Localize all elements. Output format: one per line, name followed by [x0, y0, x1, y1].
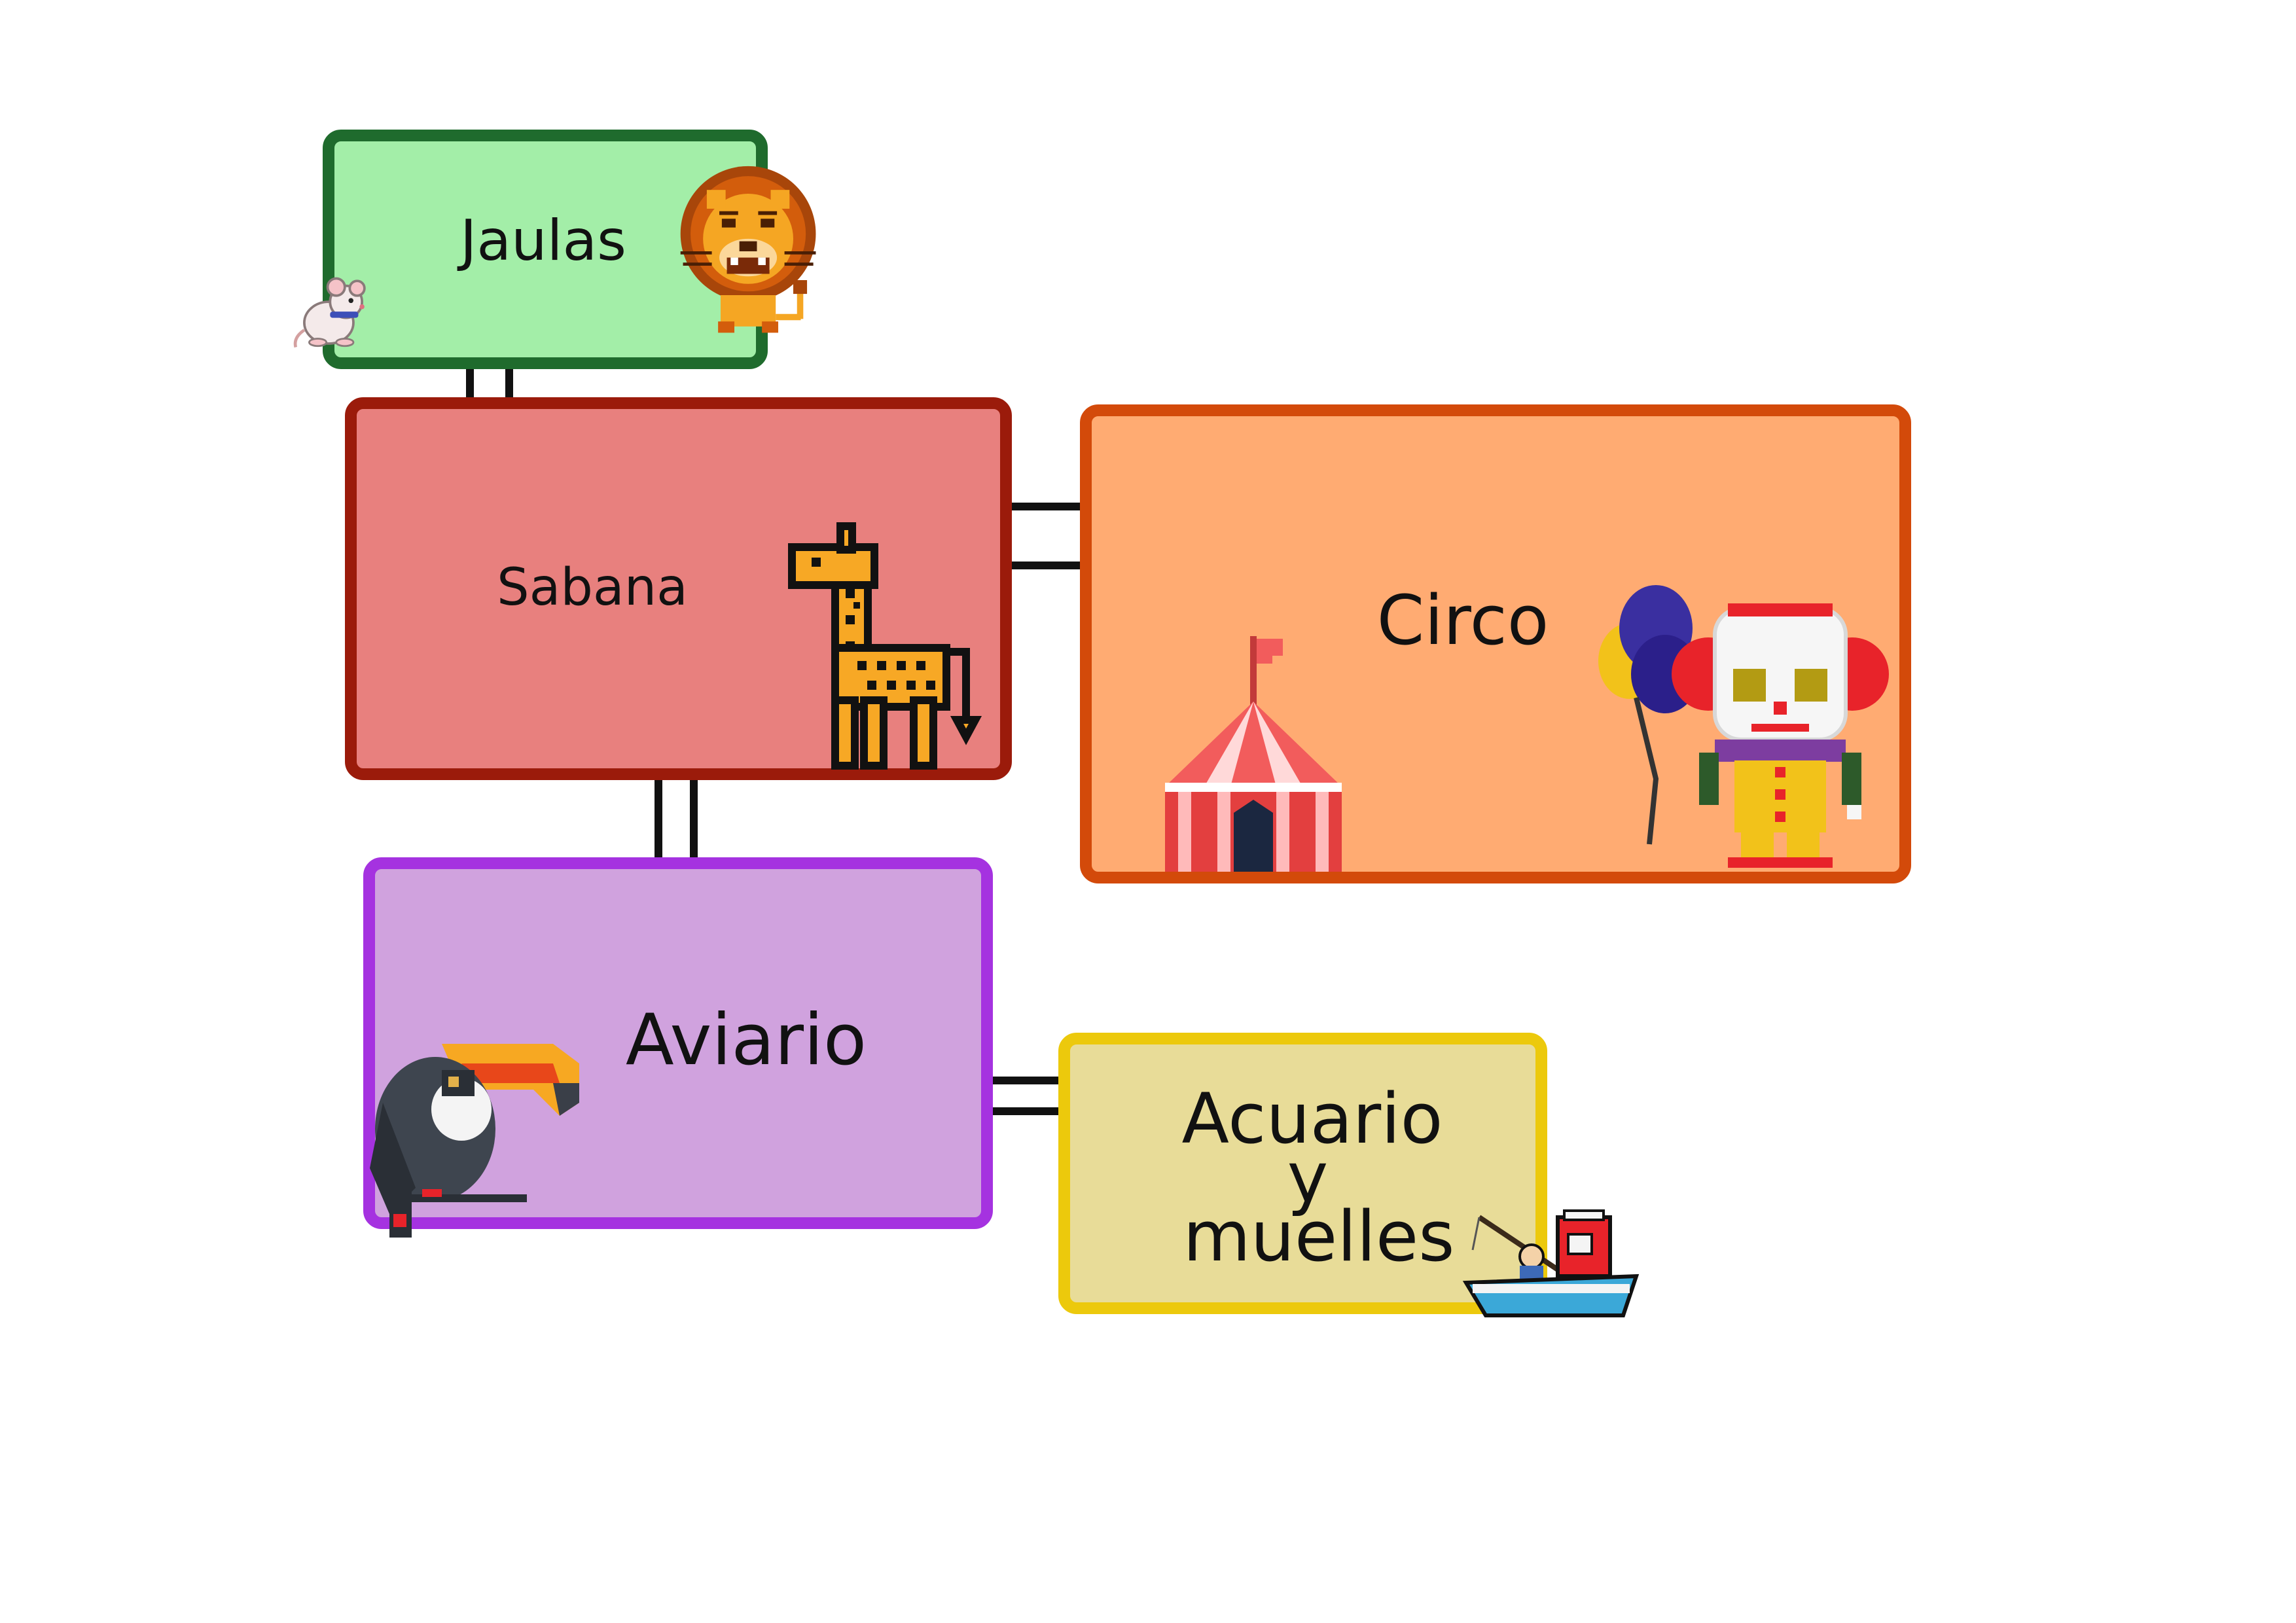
fishing-boat-icon [1462, 1209, 1640, 1317]
zone-acuario[interactable] [1058, 1033, 1547, 1314]
zone-sabana-label: Sabana [497, 558, 688, 617]
clown-icon [1672, 603, 1889, 868]
zone-acuario-label-line2: y [1287, 1137, 1329, 1218]
circus-tent-icon [1165, 636, 1342, 872]
zone-jaulas-label: Jaulas [460, 208, 626, 274]
zone-acuario-label-line3: muelles [1183, 1196, 1455, 1277]
mouse-icon [293, 277, 366, 348]
giraffe-icon [788, 522, 982, 770]
lion-icon [680, 166, 816, 333]
zone-acuario-label-line1: Acuario [1181, 1079, 1443, 1159]
zone-sabana[interactable] [345, 397, 1012, 780]
zone-circo-label: Circo [1376, 580, 1549, 660]
toucan-icon [370, 1044, 579, 1238]
zone-aviario-label: Aviario [625, 999, 867, 1081]
